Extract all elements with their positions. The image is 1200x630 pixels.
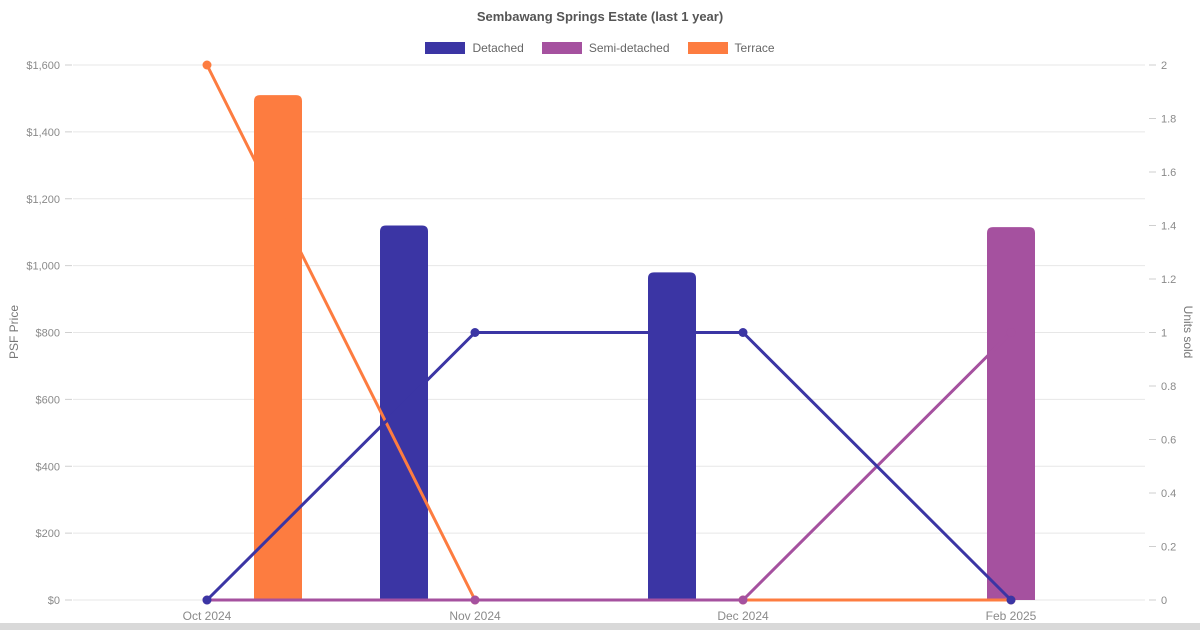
right-axis-tick-label: 1.8: [1161, 114, 1176, 126]
line-detached: [205, 331, 1013, 602]
right-axis-tick-label: 0.2: [1161, 542, 1176, 554]
left-axis-tick-label: $1,200: [26, 194, 60, 206]
x-axis-label-feb-2025[interactable]: Feb 2025: [986, 609, 1037, 623]
left-axis-tick-label: $0: [48, 595, 60, 607]
left-axis-tick-label: $1,600: [26, 60, 60, 72]
left-axis-tick-label: $1,400: [26, 127, 60, 139]
bar-semi-detached-feb-2025[interactable]: [987, 227, 1035, 600]
legend-label-semi-detached: Semi-detached: [588, 41, 670, 55]
detached-swatch-icon: [425, 42, 466, 54]
right-axis-tick-label: 0.8: [1161, 381, 1176, 393]
chart-legend: Detached Semi-detached Terrace: [0, 41, 1200, 55]
point-semi-detached-dec-2024[interactable]: [738, 595, 748, 605]
right-axis-tick-label: 1: [1161, 328, 1167, 340]
point-detached-oct-2024[interactable]: [202, 595, 212, 605]
x-axis-label-dec-2024[interactable]: Dec 2024: [717, 609, 769, 623]
terrace-swatch-icon: [687, 42, 728, 54]
x-axis-label-nov-2024[interactable]: Nov 2024: [449, 609, 501, 623]
left-axis-title: PSF Price: [7, 304, 21, 360]
legend-label-detached: Detached: [472, 41, 524, 55]
point-detached-dec-2024[interactable]: [738, 328, 748, 337]
bottom-window-edge: [0, 623, 1200, 630]
left-axis-tick-label: $1,000: [26, 261, 60, 273]
right-axis-tick-label: 1.4: [1161, 221, 1176, 233]
point-detached-nov-2024[interactable]: [470, 328, 480, 337]
left-axis-tick-label: $200: [36, 528, 60, 540]
bar-detached-nov-2024[interactable]: [380, 225, 428, 601]
left-axis-tick-label: $600: [36, 394, 60, 406]
right-axis-tick-label: 2: [1161, 60, 1167, 72]
point-semi-detached-nov-2024[interactable]: [470, 595, 480, 605]
x-axis-label-oct-2024[interactable]: Oct 2024: [183, 609, 232, 623]
left-axis-tick-label: $400: [36, 461, 60, 473]
left-axis-tick-label: $800: [36, 328, 60, 340]
point-semi-detached-feb-2025[interactable]: [1006, 328, 1016, 337]
point-terrace-oct-2024[interactable]: [202, 60, 212, 70]
legend-item-semi-detached[interactable]: Semi-detached: [541, 41, 670, 55]
chart-title: Sembawang Springs Estate (last 1 year): [476, 9, 724, 24]
legend-item-terrace[interactable]: Terrace: [687, 41, 775, 55]
legend-item-detached[interactable]: Detached: [425, 41, 524, 55]
point-detached-feb-2025[interactable]: [1006, 595, 1016, 605]
right-axis-tick-label: 1.6: [1161, 167, 1176, 179]
bar-terrace-oct-2024[interactable]: [254, 95, 302, 600]
right-axis-tick-label: 0.4: [1161, 488, 1176, 500]
right-axis-tick-label: 1.2: [1161, 274, 1176, 286]
semi-detached-swatch-icon: [541, 42, 582, 54]
right-axis-tick-label: 0.6: [1161, 435, 1176, 447]
bar-detached-dec-2024[interactable]: [648, 272, 696, 600]
right-axis-title: Units sold: [1181, 305, 1195, 359]
legend-label-terrace: Terrace: [734, 41, 775, 55]
right-axis-tick-label: 0: [1161, 595, 1167, 607]
